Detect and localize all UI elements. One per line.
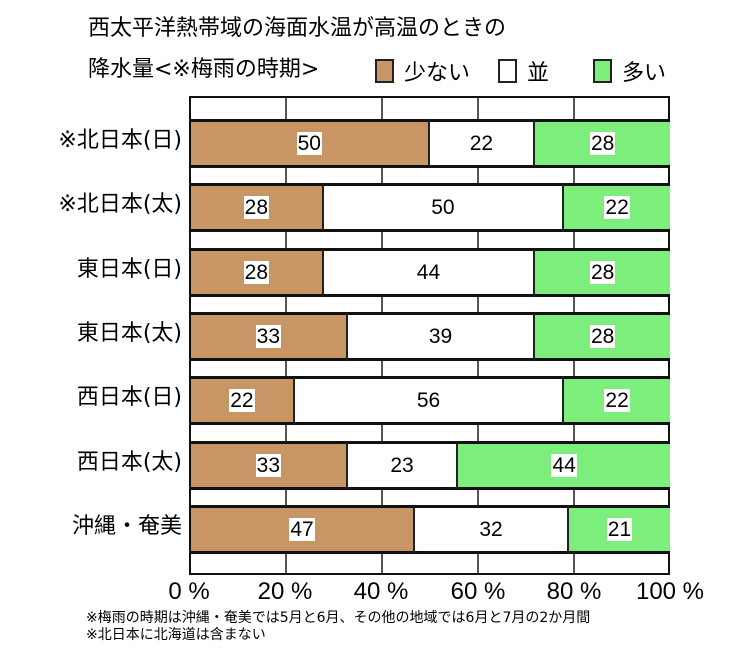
category-label: 西日本(太) <box>76 449 182 475</box>
bar-value-label: 22 <box>604 389 630 413</box>
category-label: 沖縄・奄美 <box>71 513 182 539</box>
bar-segment-normal: 32 <box>415 504 569 554</box>
bar-segment-above: 44 <box>458 440 670 490</box>
bar-row: 50 22 28 <box>189 119 670 168</box>
bar-segment-normal: 22 <box>429 119 536 168</box>
bar-value-label: 44 <box>416 260 441 284</box>
bar-segment-below: 47 <box>189 504 416 554</box>
x-tick-0: 0 % <box>168 578 210 605</box>
bar-value-label: 22 <box>229 389 255 413</box>
bar-segment-normal: 44 <box>323 247 536 297</box>
legend-label-above: 多い <box>622 61 667 86</box>
bar-value-label: 44 <box>551 453 577 477</box>
bar-value-label: 28 <box>243 196 270 220</box>
bar-segment-below: 33 <box>189 440 348 490</box>
bar-value-label: 33 <box>255 324 282 348</box>
category-label: ※北日本(日) <box>58 128 182 153</box>
legend-swatch-below <box>375 59 394 83</box>
category-label: 西日本(日) <box>76 385 182 411</box>
bar-value-label: 28 <box>243 260 270 284</box>
bar-segment-normal: 56 <box>294 376 565 426</box>
bar-row: 28 50 22 <box>189 183 670 233</box>
bar-value-label: 56 <box>416 389 441 413</box>
bar-value-label: 22 <box>604 196 630 220</box>
legend-swatch-normal <box>498 59 517 83</box>
bar-segment-above: 21 <box>568 504 670 554</box>
bar-value-label: 22 <box>469 132 494 155</box>
bar-segment-above: 22 <box>564 376 670 426</box>
bar-row: 33 23 44 <box>189 440 670 490</box>
bar-value-label: 39 <box>428 324 453 348</box>
plot-area: 50 22 28 28 50 22 28 44 28 33 39 28 22 56 22 33 23 44 47 32… <box>189 96 670 575</box>
bar-value-label: 21 <box>606 517 633 541</box>
bar-segment-above: 28 <box>535 119 670 168</box>
bar-segment-below: 28 <box>189 183 324 233</box>
bar-segment-above: 22 <box>564 183 670 233</box>
category-label: ※北日本(太) <box>58 192 182 218</box>
bar-row: 22 56 22 <box>189 376 670 426</box>
bar-segment-above: 28 <box>535 311 670 361</box>
legend-label-normal: 並 <box>527 61 550 86</box>
bar-row: 28 44 28 <box>189 247 670 297</box>
x-tick-100: 100 % <box>635 578 705 605</box>
bar-value-label: 28 <box>589 132 616 155</box>
footnote-rainy-season: ※梅雨の時期は沖縄・奄美では5月と6月、その他の地域では6月と7月の2か月間 <box>86 610 591 626</box>
x-tick-80: 80 % <box>546 578 602 605</box>
bar-segment-below: 50 <box>189 119 430 168</box>
bar-row: 33 39 28 <box>189 311 670 361</box>
chart-title-line-2: 降水量<※梅雨の時期> <box>88 57 320 82</box>
category-label: 東日本(太) <box>76 320 182 346</box>
footnote-north-japan: ※北日本に北海道は含まない <box>86 627 266 643</box>
bar-segment-above: 28 <box>535 247 670 297</box>
bar-value-label: 32 <box>479 517 503 541</box>
category-label: 東日本(日) <box>76 256 182 282</box>
x-tick-60: 60 % <box>450 578 506 605</box>
bar-value-label: 28 <box>589 324 616 348</box>
legend-item-below: 少ない <box>375 58 471 86</box>
bar-value-label: 28 <box>589 260 616 284</box>
legend-item-normal: 並 <box>498 58 550 86</box>
x-tick-20: 20 % <box>257 578 313 605</box>
bar-segment-normal: 23 <box>347 440 459 490</box>
bar-row: 47 32 21 <box>189 504 670 554</box>
bar-segment-below: 22 <box>189 376 295 426</box>
bar-segment-below: 28 <box>189 247 324 297</box>
bar-value-label: 47 <box>289 517 315 541</box>
bar-value-label: 50 <box>296 132 322 155</box>
x-tick-40: 40 % <box>353 578 409 605</box>
bar-value-label: 23 <box>390 453 414 477</box>
bar-segment-normal: 39 <box>347 311 536 361</box>
legend-item-above: 多い <box>593 58 667 86</box>
bar-value-label: 50 <box>431 196 455 220</box>
bar-value-label: 33 <box>255 453 282 477</box>
chart-title-line-1: 西太平洋熱帯域の海面水温が高温のときの <box>88 16 507 41</box>
bar-segment-normal: 50 <box>323 183 565 233</box>
legend-label-below: 少ない <box>404 61 471 86</box>
bar-segment-below: 33 <box>189 311 348 361</box>
legend-swatch-above <box>593 59 612 83</box>
